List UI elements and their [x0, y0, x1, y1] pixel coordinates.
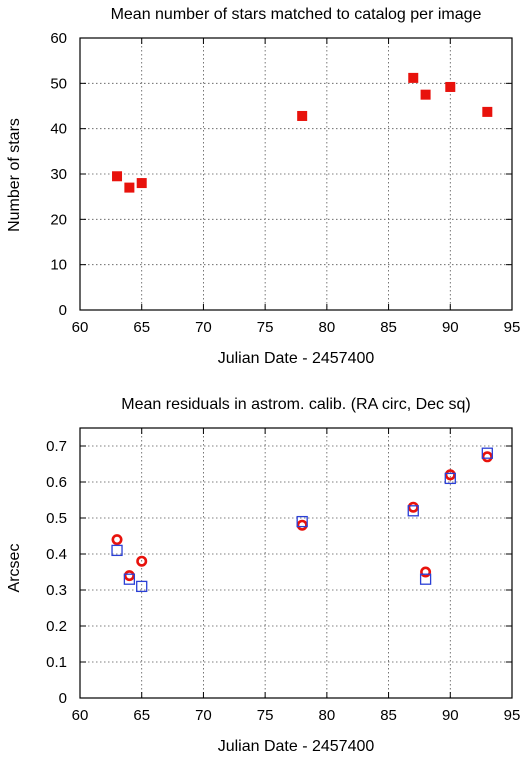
- stars-chart-panel: Mean number of stars matched to catalog …: [6, 6, 520, 367]
- residuals-chart-ra-point: [136, 555, 148, 567]
- residuals-chart-xtick-label: 75: [257, 707, 274, 724]
- residuals-chart-title: Mean residuals in astrom. calib. (RA cir…: [121, 396, 470, 413]
- stars-chart-xlabel: Julian Date - 2457400: [218, 350, 375, 367]
- residuals-chart-ra-point: [111, 534, 123, 546]
- stars-chart-point: [482, 106, 493, 117]
- stars-chart-ytick-label: 60: [50, 30, 67, 47]
- stars-chart-point: [136, 178, 147, 189]
- stars-chart-xtick-label: 60: [72, 319, 89, 336]
- residuals-chart-xtick-label: 70: [195, 707, 212, 724]
- stars-chart-xtick-label: 70: [195, 319, 212, 336]
- residuals-chart-dec-point: [481, 447, 493, 459]
- residuals-chart-xtick-label: 85: [380, 707, 397, 724]
- stars-chart-ytick-label: 30: [50, 166, 67, 183]
- stars-chart-ytick-label: 50: [50, 75, 67, 92]
- residuals-chart-ylabel: Arcsec: [6, 544, 23, 593]
- stars-chart-ylabel: Number of stars: [6, 118, 23, 232]
- stars-chart-xtick-label: 85: [380, 319, 397, 336]
- residuals-chart-dec-point: [419, 573, 432, 585]
- residuals-chart-xtick-label: 90: [442, 707, 459, 724]
- stars-chart-point: [124, 182, 135, 193]
- residuals-chart-xtick-label: 80: [319, 707, 336, 724]
- residuals-chart-dec-point: [123, 573, 136, 585]
- residuals-chart-ra-point: [296, 519, 308, 531]
- residuals-chart-xtick-label: 60: [72, 707, 89, 724]
- residuals-chart-ytick-label: 0.6: [46, 474, 67, 491]
- residuals-chart-dec-point: [136, 580, 148, 593]
- residuals-chart-ra-point: [123, 570, 135, 582]
- residuals-chart-dec-point: [111, 544, 123, 557]
- stars-chart-xtick-label: 95: [504, 319, 520, 336]
- residuals-chart-xtick-label: 65: [133, 707, 150, 724]
- residuals-chart-ra-point: [481, 451, 493, 463]
- stars-chart-ytick-label: 20: [50, 211, 67, 228]
- residuals-chart-ytick-label: 0: [59, 690, 67, 707]
- residuals-chart-dec-point: [296, 515, 308, 528]
- residuals-chart-ra-point: [420, 566, 432, 578]
- residuals-chart-plot-frame: [79, 427, 513, 699]
- residuals-chart-dec-point: [444, 472, 456, 485]
- residuals-chart-ytick-label: 0.1: [46, 654, 67, 671]
- residuals-chart-ytick-label: 0.2: [46, 618, 67, 635]
- residuals-chart-xtick-label: 95: [504, 707, 520, 724]
- stars-chart-xtick-label: 90: [442, 319, 459, 336]
- stars-chart-ytick-label: 10: [50, 257, 67, 274]
- residuals-chart-dec-point: [407, 505, 419, 517]
- stars-chart-xtick-label: 75: [257, 319, 274, 336]
- stars-chart-point: [408, 72, 419, 83]
- stars-chart-ytick-label: 40: [50, 121, 67, 138]
- stars-chart-xtick-label: 65: [133, 319, 150, 336]
- stars-chart-xtick-label: 80: [319, 319, 336, 336]
- residuals-chart-xlabel: Julian Date - 2457400: [218, 738, 375, 755]
- stars-chart-point: [112, 171, 123, 182]
- residuals-chart-ytick-label: 0.4: [46, 546, 67, 563]
- residuals-chart-panel: Mean residuals in astrom. calib. (RA cir…: [6, 396, 520, 755]
- stars-chart-point: [445, 81, 456, 92]
- residuals-chart-ytick-label: 0.5: [46, 510, 67, 527]
- stars-chart-point: [420, 89, 431, 100]
- stars-chart-point: [297, 110, 308, 121]
- residuals-chart-ra-point: [407, 501, 419, 513]
- stars-chart-ytick-label: 0: [59, 302, 67, 319]
- residuals-chart-ytick-label: 0.7: [46, 438, 67, 455]
- stars-chart-title: Mean number of stars matched to catalog …: [111, 6, 482, 23]
- residuals-chart-ytick-label: 0.3: [46, 582, 67, 599]
- residuals-chart-ra-point: [444, 469, 456, 481]
